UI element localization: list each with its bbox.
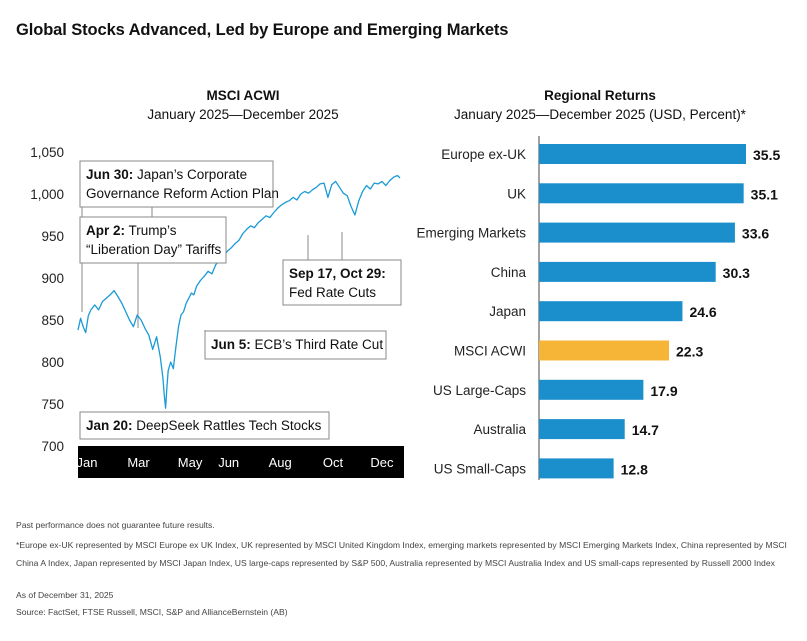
footnote-source: Source: FactSet, FTSE Russell, MSCI, S&P…: [16, 607, 288, 617]
bar-row: Emerging Markets 33.6: [416, 222, 769, 243]
annotation-jun5: Jun 5: ECB’s Third Rate Cut: [204, 330, 387, 360]
y-tick-label: 1,050: [30, 145, 64, 160]
x-tick-label: Jan: [77, 455, 98, 470]
annotation-line-2: Fed Rate Cuts: [289, 285, 376, 300]
bar-row: Australia 14.7: [473, 419, 659, 440]
bar-category-label: Australia: [473, 422, 526, 437]
bar-row: Europe ex-UK 35.5: [441, 144, 780, 164]
bar: [539, 183, 744, 204]
annotation-box: [282, 259, 402, 306]
y-tick-label: 850: [41, 313, 64, 328]
footnote-index-definitions: *Europe ex-UK represented by MSCI Europe…: [16, 540, 787, 568]
bar-row: UK 35.1: [507, 183, 778, 204]
bar: [539, 379, 644, 400]
annotation-fed-cuts: Sep 17, Oct 29: Fed Rate Cuts: [282, 259, 402, 306]
bar-category-label: Emerging Markets: [416, 226, 526, 241]
bar: [539, 340, 670, 361]
annotation-line-2: “Liberation Day” Tariffs: [86, 242, 222, 257]
bar: [539, 144, 746, 164]
bar-value-label: 22.3: [676, 344, 703, 360]
y-tick-label: 1,000: [30, 187, 64, 202]
bar-value-label: 14.7: [632, 422, 659, 438]
x-tick-label: Oct: [323, 455, 344, 470]
left-chart-subtitle: January 2025—December 2025: [147, 107, 339, 122]
y-tick-label: 950: [41, 229, 64, 244]
annotation-box: [79, 216, 227, 264]
bar-category-label: UK: [507, 186, 526, 201]
annotation-line-1: Jun 5: ECB’s Third Rate Cut: [211, 337, 383, 352]
bar-value-label: 35.1: [751, 186, 778, 202]
bar-row: Japan 24.6: [489, 301, 717, 322]
right-chart-title: Regional Returns: [544, 88, 656, 103]
bar-value-label: 24.6: [689, 304, 716, 320]
annotation-box: [79, 411, 330, 440]
bar-value-label: 30.3: [723, 265, 750, 281]
x-tick-label: Aug: [269, 455, 292, 470]
annotation-jun30: Jun 30: Japan’s Corporate Governance Refo…: [79, 160, 279, 208]
page-title: Global Stocks Advanced, Led by Europe an…: [16, 21, 509, 39]
x-tick-label: May: [178, 455, 203, 470]
x-axis-band: [78, 446, 404, 478]
annotation-line-1: Apr 2: Trump’s: [86, 223, 177, 238]
bar: [539, 261, 716, 282]
bar: [539, 222, 735, 243]
bar-row: US Large-Caps 17.9: [433, 379, 678, 400]
bar-category-label: US Large-Caps: [433, 383, 526, 398]
x-tick-label: Mar: [127, 455, 150, 470]
x-tick-label: Jun: [218, 455, 239, 470]
bar-row: US Small-Caps 12.8: [434, 458, 648, 479]
bar-chart: Europe ex-UK 35.5 UK 35.1 Emerging Markets 33…: [416, 136, 780, 480]
y-tick-label: 900: [41, 271, 64, 286]
bar-value-label: 33.6: [742, 226, 769, 242]
annotation-jan20: Jan 20: DeepSeek Rattles Tech Stocks: [79, 411, 330, 440]
y-tick-label: 800: [41, 355, 64, 370]
bar-value-label: 17.9: [650, 383, 677, 399]
footnote-performance: Past performance does not guarantee futu…: [16, 520, 215, 530]
y-tick-label: 700: [41, 439, 64, 454]
bar-value-label: 35.5: [753, 147, 780, 163]
annotation-line-1: Jan 20: DeepSeek Rattles Tech Stocks: [86, 418, 322, 433]
bar-row: China 30.3: [491, 261, 750, 282]
y-tick-label: 750: [41, 397, 64, 412]
bar-row: MSCI ACWI 22.3: [454, 340, 703, 361]
left-chart-title: MSCI ACWI: [206, 88, 280, 103]
annotation-apr2: Apr 2: Trump’s “Liberation Day” Tariffs: [79, 216, 227, 264]
bar-value-label: 12.8: [621, 461, 648, 477]
bar: [539, 301, 683, 322]
annotation-line-1: Jun 30: Japan’s Corporate: [86, 167, 247, 182]
annotation-line-1: Sep 17, Oct 29:: [289, 266, 386, 281]
bar: [539, 419, 625, 440]
bar-category-label: US Small-Caps: [434, 461, 527, 476]
annotation-line-2: Governance Reform Action Plan: [86, 186, 279, 201]
annotation-box: [204, 330, 387, 360]
footnote-as-of: As of December 31, 2025: [16, 590, 114, 600]
bar-category-label: China: [491, 265, 527, 280]
line-chart: 1,050 1,000 950 900 850 800 750 700 Jan Mar May Ju…: [30, 145, 404, 478]
bar-category-label: Europe ex-UK: [441, 147, 526, 162]
bar: [539, 458, 614, 479]
bar-category-label: MSCI ACWI: [454, 344, 526, 359]
x-tick-label: Dec: [370, 455, 394, 470]
bar-category-label: Japan: [489, 304, 526, 319]
right-chart-subtitle: January 2025—December 2025 (USD, Percent…: [454, 107, 746, 122]
annotation-box: [79, 160, 274, 208]
